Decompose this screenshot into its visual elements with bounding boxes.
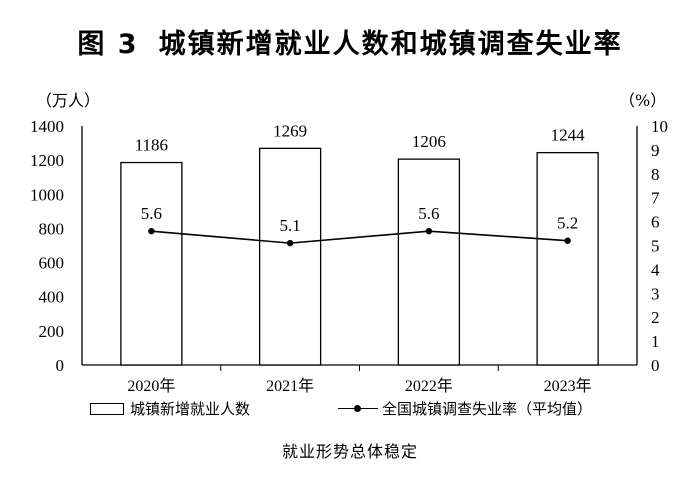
left-tick-label: 400 — [39, 288, 65, 307]
left-tick-label: 200 — [39, 322, 65, 341]
left-axis-unit: （万人） — [36, 91, 101, 110]
right-tick-label: 1 — [651, 332, 660, 351]
right-axis-unit: （%） — [619, 91, 667, 110]
bar-data-label: 1206 — [412, 132, 446, 151]
line-point — [564, 237, 571, 244]
legend-line-swatch — [338, 403, 378, 415]
line-series — [151, 230, 568, 244]
title-text: 城镇新增就业人数和城镇调查失业率 — [158, 29, 623, 60]
bar — [397, 158, 461, 366]
legend-item-line: 全国城镇调查失业率（平均值） — [338, 398, 592, 419]
left-tick-label: 1200 — [30, 151, 64, 170]
line-point — [425, 227, 433, 235]
left-tick-label: 1000 — [30, 185, 64, 204]
left-tick-label: 800 — [39, 219, 65, 238]
left-tick-label: 600 — [39, 254, 65, 273]
bar-data-label: 1269 — [273, 121, 307, 140]
x-category-label: 2020年 — [127, 377, 175, 395]
right-tick-label: 3 — [651, 284, 660, 303]
right-tick-label: 2 — [651, 308, 660, 327]
line-data-label: 5.2 — [557, 214, 578, 233]
right-tick-label: 6 — [651, 213, 660, 232]
left-tick-label: 0 — [56, 356, 65, 375]
bar-data-label: 1244 — [551, 126, 586, 145]
figure-number: 图 3 — [77, 29, 139, 60]
left-tick-label: 1400 — [30, 117, 64, 136]
right-tick-label: 8 — [651, 165, 660, 184]
bar — [258, 147, 322, 366]
line-point — [148, 227, 155, 235]
right-tick-label: 7 — [651, 189, 660, 208]
line-data-label: 5.6 — [418, 204, 439, 223]
right-tick-label: 10 — [651, 117, 668, 136]
right-tick-label: 9 — [651, 141, 660, 160]
chart-title: 图 3 城镇新增就业人数和城镇调查失业率 — [0, 22, 700, 61]
x-category-label: 2021年 — [266, 377, 314, 395]
x-category-label: 2023年 — [544, 377, 592, 395]
legend-item-bars: 城镇新增就业人数 — [90, 398, 250, 419]
right-tick-label: 5 — [651, 237, 660, 256]
right-tick-label: 0 — [651, 356, 660, 375]
legend-bar-label: 城镇新增就业人数 — [130, 400, 251, 418]
chart-caption: 就业形势总体稳定 — [281, 442, 418, 461]
line-data-label: 5.6 — [141, 204, 162, 223]
legend-bar-swatch — [90, 402, 124, 415]
line-data-label: 5.1 — [280, 216, 301, 235]
bar-data-label: 1186 — [135, 136, 168, 155]
legend-line-label: 全国城镇调查失业率（平均值） — [382, 400, 593, 418]
line-point — [286, 239, 294, 247]
bar — [120, 161, 183, 366]
right-tick-label: 4 — [651, 260, 660, 279]
bar — [536, 151, 599, 366]
x-category-label: 2022年 — [405, 377, 453, 395]
